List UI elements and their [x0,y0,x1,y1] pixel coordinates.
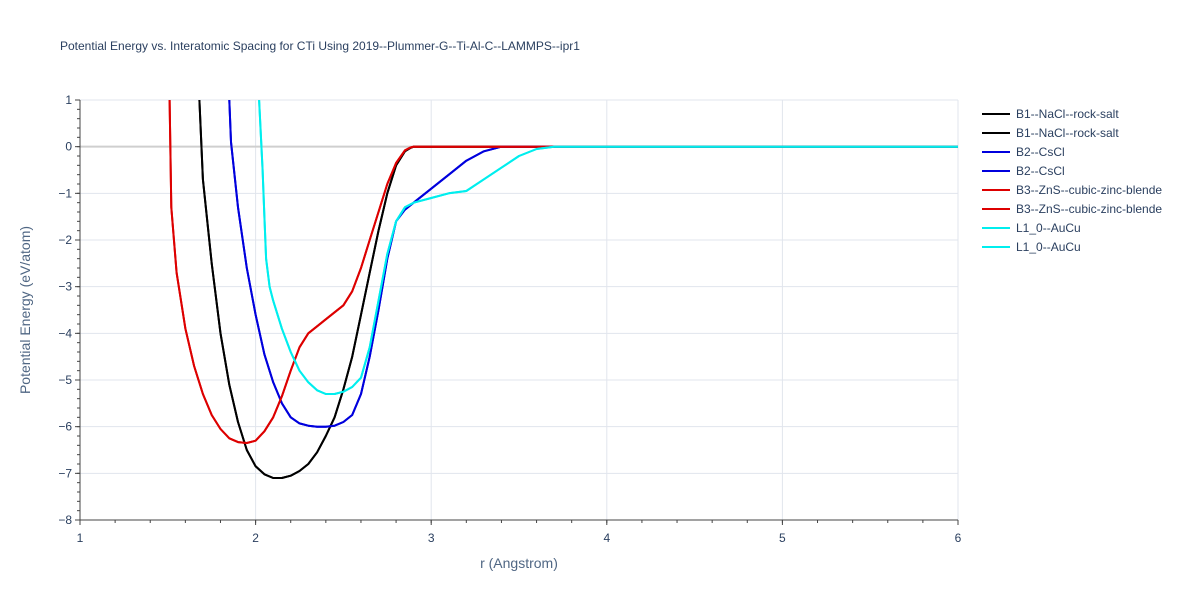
legend-item[interactable]: B2--CsCl [982,164,1065,178]
legend-label: L1_0--AuCu [1016,240,1081,254]
axes [75,99,959,525]
series-line-7 [258,100,958,395]
y-tick-label: −4 [58,326,72,340]
legend-item[interactable]: B2--CsCl [982,145,1065,159]
y-tick-label: −5 [58,373,72,387]
legend-label: B1--NaCl--rock-salt [1016,107,1119,121]
y-tick-label: −8 [58,513,72,527]
x-tick-label: 1 [77,531,84,545]
y-tick-label: 0 [65,140,72,154]
legend-label: B3--ZnS--cubic-zinc-blende [1016,202,1162,216]
x-tick-labels: 1 2 3 4 5 6 [77,531,962,545]
y-tick-label: 1 [65,93,72,107]
series-line-2 [228,100,958,428]
series-line-3 [228,100,958,428]
legend-label: L1_0--AuCu [1016,221,1081,235]
series-line-1 [198,100,958,479]
y-tick-label: −7 [58,466,72,480]
y-tick-label: −6 [58,420,72,434]
y-tick-labels: 1 0 −1 −2 −3 −4 −5 −6 −7 −8 [58,93,72,527]
legend-item[interactable]: B3--ZnS--cubic-zinc-blende [982,183,1162,197]
x-axis-title: r (Angstrom) [480,555,558,571]
legend-item[interactable]: B1--NaCl--rock-salt [982,107,1119,121]
chart-title: Potential Energy vs. Interatomic Spacing… [60,39,580,53]
legend-label: B2--CsCl [1016,145,1065,159]
y-tick-label: −1 [58,186,72,200]
y-axis-title: Potential Energy (eV/atom) [17,226,33,394]
series-line-5 [168,100,958,444]
x-tick-label: 4 [603,531,610,545]
y-tick-label: −3 [58,280,72,294]
x-tick-label: 6 [955,531,962,545]
x-tick-label: 3 [428,531,435,545]
legend-label: B1--NaCl--rock-salt [1016,126,1119,140]
series-line-4 [168,100,958,444]
y-tick-label: −2 [58,233,72,247]
legend[interactable]: B1--NaCl--rock-salt B1--NaCl--rock-salt B2… [982,107,1162,254]
legend-item[interactable]: L1_0--AuCu [982,221,1081,235]
legend-label: B3--ZnS--cubic-zinc-blende [1016,183,1162,197]
legend-item[interactable]: B3--ZnS--cubic-zinc-blende [982,202,1162,216]
x-tick-label: 2 [252,531,259,545]
series-layer [168,100,958,479]
series-line-6 [258,100,958,395]
legend-item[interactable]: L1_0--AuCu [982,240,1081,254]
series-line-0 [198,100,958,479]
legend-item[interactable]: B1--NaCl--rock-salt [982,126,1119,140]
grid-lines [80,99,959,520]
legend-label: B2--CsCl [1016,164,1065,178]
x-tick-label: 5 [779,531,786,545]
